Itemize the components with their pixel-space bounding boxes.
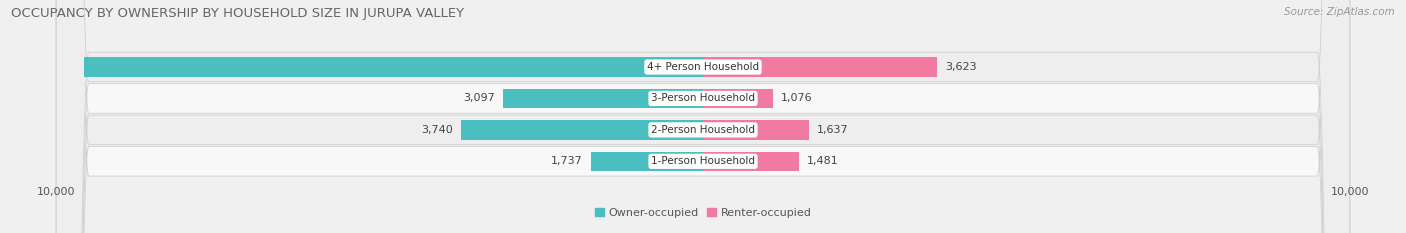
Text: 3,740: 3,740: [422, 125, 453, 135]
Text: 1,737: 1,737: [551, 156, 583, 166]
Bar: [461, 120, 703, 140]
Bar: [591, 152, 703, 171]
Bar: [703, 57, 938, 77]
Bar: [703, 89, 772, 108]
Text: 4+ Person Household: 4+ Person Household: [647, 62, 759, 72]
Text: 3-Person Household: 3-Person Household: [651, 93, 755, 103]
Text: 1,481: 1,481: [807, 156, 838, 166]
Text: 9,566: 9,566: [690, 62, 721, 72]
Bar: [84, 57, 703, 77]
FancyBboxPatch shape: [56, 0, 1350, 233]
Bar: [703, 120, 808, 140]
Legend: Owner-occupied, Renter-occupied: Owner-occupied, Renter-occupied: [591, 203, 815, 223]
Text: 3,097: 3,097: [463, 93, 495, 103]
Text: 1,076: 1,076: [780, 93, 813, 103]
Text: Source: ZipAtlas.com: Source: ZipAtlas.com: [1284, 7, 1395, 17]
Text: 3,623: 3,623: [945, 62, 977, 72]
Bar: [703, 152, 799, 171]
Bar: [503, 89, 703, 108]
Text: 1-Person Household: 1-Person Household: [651, 156, 755, 166]
FancyBboxPatch shape: [56, 0, 1350, 233]
FancyBboxPatch shape: [56, 0, 1350, 233]
Text: OCCUPANCY BY OWNERSHIP BY HOUSEHOLD SIZE IN JURUPA VALLEY: OCCUPANCY BY OWNERSHIP BY HOUSEHOLD SIZE…: [11, 7, 464, 20]
Text: 1,637: 1,637: [817, 125, 848, 135]
FancyBboxPatch shape: [56, 0, 1350, 233]
Text: 2-Person Household: 2-Person Household: [651, 125, 755, 135]
